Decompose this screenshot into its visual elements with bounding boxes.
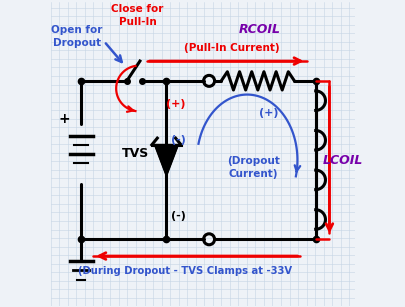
Text: (Pull-In Current): (Pull-In Current) <box>184 43 279 53</box>
Text: RCOIL: RCOIL <box>238 23 280 36</box>
Text: LCOIL: LCOIL <box>322 154 362 167</box>
Text: (-): (-) <box>171 212 185 221</box>
Text: (-): (-) <box>171 135 185 145</box>
Text: Close for
Pull-In: Close for Pull-In <box>111 4 163 27</box>
Text: (+): (+) <box>258 108 277 118</box>
Text: (+): (+) <box>165 99 185 109</box>
Text: Open for
Dropout: Open for Dropout <box>51 25 102 48</box>
Text: +: + <box>58 112 70 126</box>
Text: TVS: TVS <box>122 147 149 161</box>
Text: (During Dropout - TVS Clamps at -33V: (During Dropout - TVS Clamps at -33V <box>77 266 291 276</box>
Text: (Dropout
Current): (Dropout Current) <box>226 156 279 179</box>
Polygon shape <box>154 145 177 175</box>
